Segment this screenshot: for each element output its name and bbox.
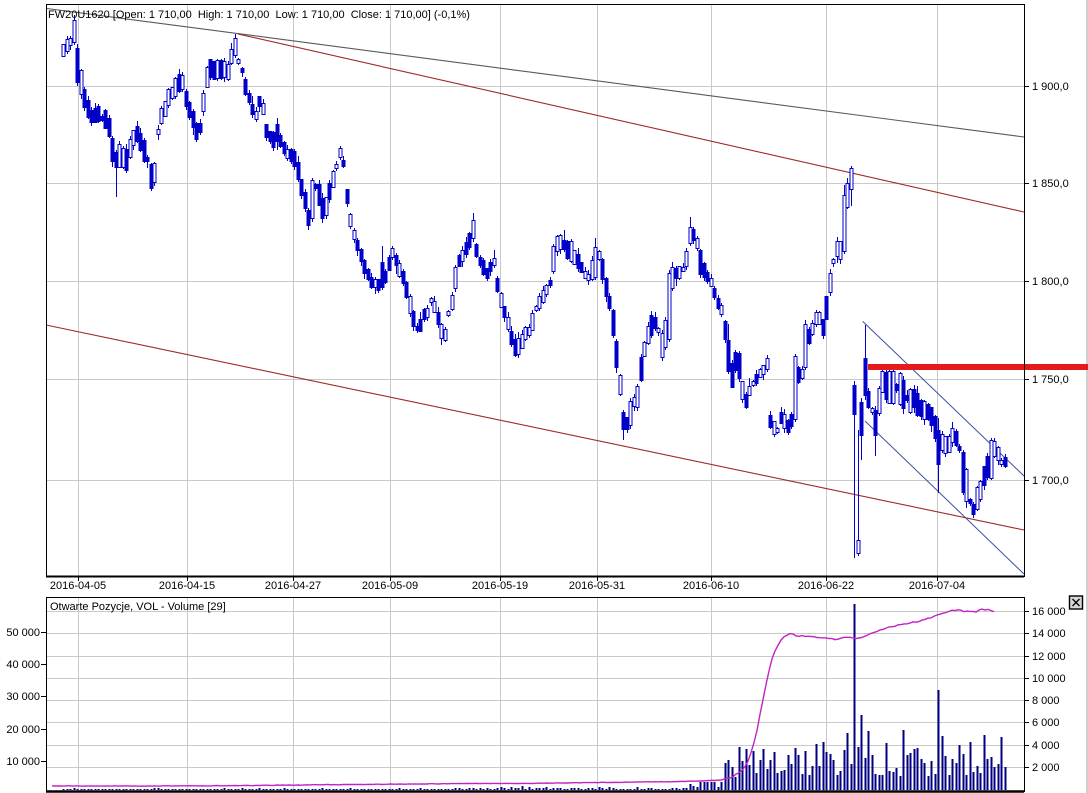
svg-text:2016-05-19: 2016-05-19 (472, 580, 528, 592)
svg-text:2016-05-31: 2016-05-31 (569, 580, 625, 592)
svg-text:14 000: 14 000 (1032, 628, 1066, 640)
svg-text:2016-06-22: 2016-06-22 (798, 580, 854, 592)
svg-text:2016-04-05: 2016-04-05 (50, 580, 106, 592)
svg-text:30 000: 30 000 (6, 691, 40, 703)
svg-text:2016-07-04: 2016-07-04 (909, 580, 965, 592)
svg-text:2016-05-09: 2016-05-09 (362, 580, 418, 592)
svg-text:2016-06-10: 2016-06-10 (683, 580, 739, 592)
svg-text:Otwarte Pozycje, VOL - Volume: Otwarte Pozycje, VOL - Volume [29] (50, 601, 226, 613)
svg-text:16 000: 16 000 (1032, 606, 1066, 618)
svg-text:1 900,0: 1 900,0 (1032, 81, 1069, 93)
svg-text:1 850,0: 1 850,0 (1032, 178, 1069, 190)
svg-text:50 000: 50 000 (6, 627, 40, 639)
svg-text:12 000: 12 000 (1032, 651, 1066, 663)
svg-text:4 000: 4 000 (1032, 740, 1060, 752)
svg-text:2 000: 2 000 (1032, 762, 1060, 774)
svg-text:1 700,0: 1 700,0 (1032, 475, 1069, 487)
svg-text:20 000: 20 000 (6, 724, 40, 736)
svg-text:10 000: 10 000 (6, 756, 40, 768)
svg-text:8 000: 8 000 (1032, 695, 1060, 707)
svg-text:40 000: 40 000 (6, 659, 40, 671)
svg-text:1 750,0: 1 750,0 (1032, 374, 1069, 386)
svg-text:1 800,0: 1 800,0 (1032, 276, 1069, 288)
svg-text:2016-04-27: 2016-04-27 (265, 580, 321, 592)
svg-text:2016-04-15: 2016-04-15 (159, 580, 215, 592)
svg-text:6 000: 6 000 (1032, 717, 1060, 729)
svg-text:10 000: 10 000 (1032, 673, 1066, 685)
svg-text:FW20U1620 [Open: 1 710,00 Hig: FW20U1620 [Open: 1 710,00 High: 1 710,00… (48, 9, 470, 21)
